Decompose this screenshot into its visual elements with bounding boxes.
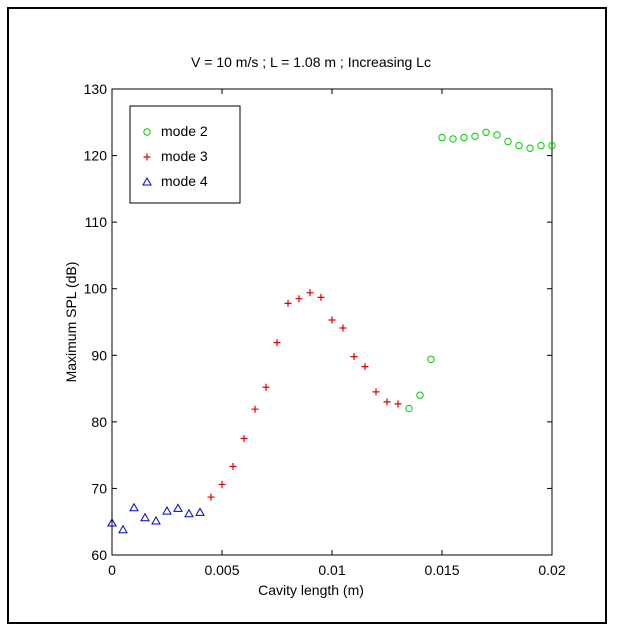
data-point [416, 391, 424, 399]
data-point [107, 518, 117, 527]
data-point [482, 128, 490, 136]
data-point [229, 462, 237, 470]
series-mode-2 [405, 128, 556, 413]
legend-label: mode 3 [161, 148, 208, 164]
data-point [284, 299, 292, 307]
data-point [350, 353, 358, 361]
y-axis-label: Maximum SPL (dB) [63, 262, 79, 383]
legend-marker [142, 176, 152, 186]
legend-item: mode 4 [142, 173, 208, 189]
series-mode-4 [107, 502, 205, 534]
data-point [184, 508, 194, 518]
x-axis-label: Cavity length (m) [258, 582, 364, 598]
data-point [251, 405, 259, 413]
legend-label: mode 2 [161, 123, 208, 139]
data-point [118, 524, 128, 534]
data-point [207, 493, 215, 501]
data-point [526, 144, 534, 152]
y-tick-label: 120 [84, 148, 108, 164]
legend: mode 2 mode 3 mode 4 [129, 105, 241, 204]
data-point [537, 141, 545, 150]
data-point [383, 398, 391, 406]
data-point [449, 135, 457, 143]
x-tick-label: 0.015 [424, 562, 459, 578]
data-point [405, 404, 413, 413]
data-point [218, 480, 226, 488]
legend-marker [143, 153, 151, 161]
y-tick-label: 80 [91, 414, 107, 430]
y-tick-label: 70 [91, 480, 107, 496]
legend-item: mode 3 [143, 148, 208, 164]
data-point [306, 289, 314, 297]
data-point [240, 435, 248, 442]
legend-label: mode 4 [161, 173, 208, 189]
scatter-chart: V = 10 m/s ; L = 1.08 m ; Increasing Lc … [63, 54, 566, 598]
data-point [295, 295, 303, 303]
x-tick-label: 0.005 [204, 562, 239, 578]
data-point [427, 355, 435, 363]
legend-marker [143, 128, 151, 136]
data-point [317, 293, 325, 301]
y-tick-label: 100 [84, 281, 108, 297]
y-tick-label: 60 [91, 547, 107, 563]
axis-ticks: 0 0.005 0.01 0.015 0.02 60 70 80 90 100 110 120 130 [84, 81, 566, 578]
data-point [372, 388, 380, 396]
data-point [162, 506, 172, 515]
y-tick-label: 130 [84, 81, 108, 97]
data-point [493, 131, 501, 139]
data-point [262, 383, 270, 391]
data-point [129, 502, 139, 512]
data-point [273, 339, 281, 347]
legend-item: mode 2 [143, 123, 208, 139]
data-point [173, 503, 183, 512]
data-point [140, 512, 150, 522]
data-point [471, 132, 479, 140]
data-point [460, 133, 468, 142]
data-point [151, 516, 161, 525]
data-point [504, 137, 512, 146]
data-point [195, 507, 205, 516]
data-point [438, 133, 446, 142]
data-point [361, 363, 369, 371]
y-tick-label: 110 [85, 214, 108, 230]
legend-box [129, 105, 241, 204]
series-mode-3 [207, 289, 402, 501]
chart-title: V = 10 m/s ; L = 1.08 m ; Increasing Lc [191, 54, 431, 70]
data-point [339, 324, 347, 332]
figure-frame: V = 10 m/s ; L = 1.08 m ; Increasing Lc … [7, 7, 607, 624]
x-tick-label: 0.01 [318, 562, 345, 578]
x-tick-label: 0 [108, 562, 116, 578]
data-point [548, 141, 556, 150]
data-point [328, 316, 336, 324]
x-tick-label: 0.02 [538, 562, 565, 578]
y-tick-label: 90 [91, 347, 107, 363]
data-point [515, 141, 523, 150]
data-points [107, 128, 556, 534]
data-point [394, 400, 402, 408]
